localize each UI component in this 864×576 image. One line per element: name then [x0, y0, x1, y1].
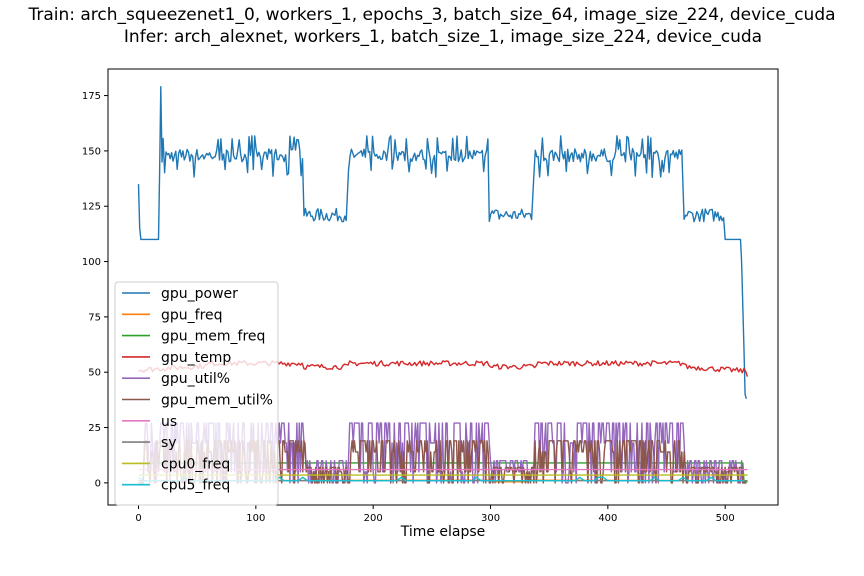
legend-label: gpu_util%: [161, 371, 230, 387]
legend-label: cpu0_freq: [161, 456, 230, 472]
legend-box: [114, 281, 279, 506]
y-tick-label: 125: [82, 202, 101, 213]
legend-label: sy: [161, 435, 177, 451]
y-tick-label: 100: [82, 257, 101, 268]
y-tick-label: 25: [88, 423, 101, 434]
y-tick-label: 0: [95, 478, 101, 489]
legend-label: us: [161, 414, 177, 430]
legend-label: gpu_mem_util%: [161, 393, 273, 409]
y-tick-label: 50: [88, 368, 101, 379]
x-tick-label: 0: [135, 513, 141, 524]
legend-label: gpu_freq: [161, 307, 223, 323]
legend-label: cpu5_freq: [161, 478, 230, 494]
y-tick-label: 175: [82, 91, 101, 102]
chart-title-line-1: Train: arch_squeezenet1_0, workers_1, ep…: [27, 5, 835, 25]
plot-frame: [107, 68, 779, 506]
x-tick-label: 200: [364, 513, 383, 524]
x-tick-label: 100: [246, 513, 265, 524]
y-tick-label: 150: [82, 146, 101, 157]
chart-title-line-2: Infer: arch_alexnet, workers_1, batch_si…: [124, 27, 762, 47]
legend-label: gpu_temp: [161, 350, 231, 366]
legend-label: gpu_power: [161, 286, 238, 302]
y-tick-label: 75: [88, 312, 101, 323]
series-line-gpu-power: [137, 86, 747, 399]
x-tick-label: 400: [598, 513, 617, 524]
legend: gpu_power gpu_freq gpu_mem_freq gpu_tempgpu…: [114, 281, 279, 506]
axis-ticks: 0 100 200 300 400 500 0 25 50 75 100 125 150 175: [82, 91, 735, 524]
x-tick-label: 500: [716, 513, 735, 524]
x-tick-label: 300: [481, 513, 500, 524]
x-axis-label: Time elapse: [400, 524, 486, 540]
legend-label: gpu_mem_freq: [161, 329, 265, 345]
